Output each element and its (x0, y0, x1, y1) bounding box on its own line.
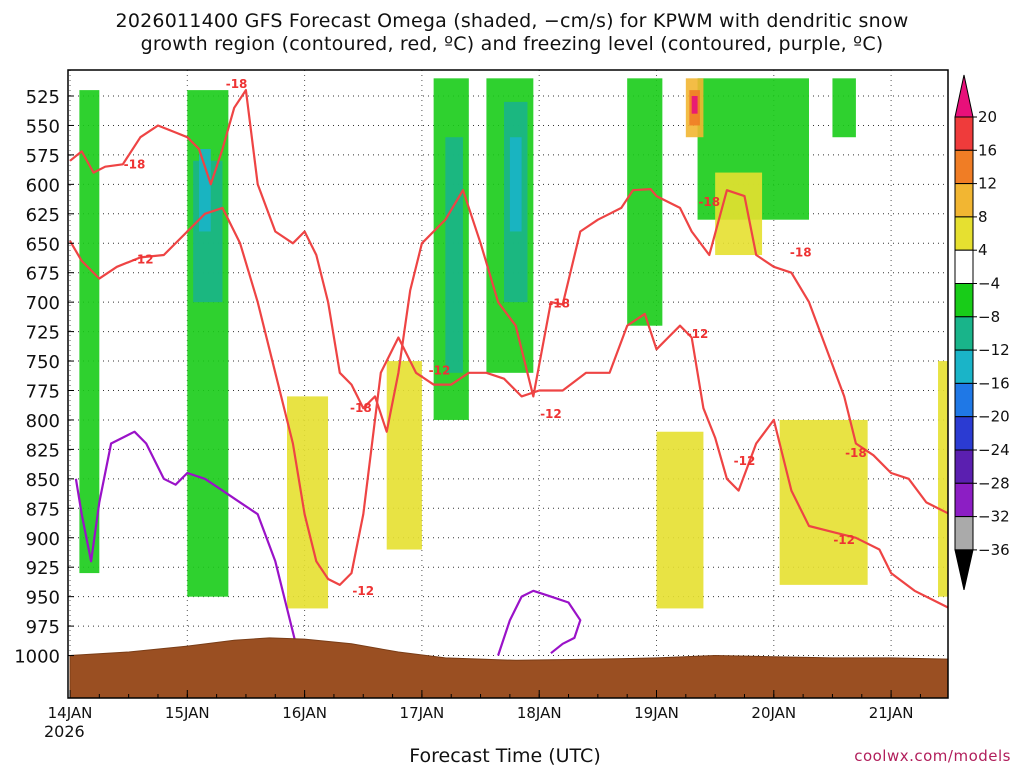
colorbar-swatch-1 (954, 116, 974, 151)
colorbar-swatch-3 (954, 183, 974, 218)
contour-label-6: -18 (548, 296, 570, 310)
terrain-surface (69, 637, 948, 698)
y-tick-label: 675 (26, 264, 60, 285)
y-tick-label: 925 (26, 558, 60, 579)
y-tick-label: 850 (26, 470, 60, 491)
plot-frame (67, 69, 949, 699)
y-tick-label: 550 (26, 116, 60, 137)
x-tick-label: 17JAN (400, 704, 445, 722)
x-tick-label: 14JAN (48, 704, 93, 722)
colorbar-swatch-5 (954, 249, 974, 284)
omega-region-12 (287, 396, 329, 609)
omega-region-3 (199, 149, 211, 232)
contour-label-11: -12 (734, 454, 756, 468)
omega-region-9 (627, 78, 663, 326)
y-tick-label: 725 (26, 323, 60, 344)
contour-label-1: -18 (124, 157, 146, 171)
contour-label-8: -18 (698, 195, 720, 209)
contour-series-1 (69, 88, 948, 515)
contour-series-3 (497, 589, 582, 656)
y-tick-label: 900 (26, 529, 60, 550)
contour-label-13: -12 (833, 533, 855, 547)
contour-label-2: -12 (132, 253, 154, 267)
contour-label-5: -12 (429, 363, 451, 377)
contour-series-0 (69, 206, 948, 609)
colorbar-label-13: −36 (978, 541, 1010, 559)
omega-region-15 (779, 419, 868, 585)
x-axis-year: 2026 (44, 722, 85, 741)
x-tick-label: 20JAN (751, 704, 796, 722)
colorbar-swatch-2 (954, 149, 974, 185)
colorbar-label-11: −28 (978, 474, 1010, 492)
y-tick-label: 825 (26, 440, 60, 461)
x-tick-label: 21JAN (869, 704, 914, 722)
colorbar-label-10: −24 (978, 441, 1010, 459)
colorbar-swatch-12 (954, 482, 974, 518)
omega-region-11 (832, 78, 856, 138)
colorbar-swatch-4 (954, 216, 974, 251)
y-tick-label: 800 (26, 411, 60, 432)
contour-label-4: -12 (352, 584, 374, 598)
contour-label-0: -18 (226, 77, 248, 91)
colorbar-label-7: −12 (978, 341, 1010, 359)
x-tick-label: 16JAN (282, 704, 327, 722)
colorbar-swatch-10 (954, 416, 974, 451)
colorbar-top-arrow (954, 74, 974, 118)
colorbar-swatch-13 (954, 516, 974, 551)
colorbar-swatch-11 (954, 449, 974, 484)
colorbar-label-6: −8 (978, 308, 1000, 326)
y-tick-label: 950 (26, 588, 60, 609)
contour-label-9: -12 (687, 327, 709, 341)
colorbar-label-5: −4 (978, 275, 1000, 293)
omega-region-13 (386, 361, 422, 550)
colorbar-swatch-7 (954, 316, 974, 351)
contour-series-2 (74, 430, 300, 656)
colorbar-label-12: −32 (978, 508, 1010, 526)
omega-region-16 (715, 172, 763, 256)
y-tick-label: 775 (26, 382, 60, 403)
colorbar-label-1: 16 (978, 141, 997, 159)
omega-region-8 (509, 137, 522, 232)
y-tick-label: 575 (26, 146, 60, 167)
y-tick-label: 1000 (14, 647, 60, 668)
credit-link[interactable]: coolwx.com/models (854, 747, 1011, 765)
y-tick-label: 750 (26, 352, 60, 373)
chart-title-line2: growth region (contoured, red, ºC) and f… (140, 33, 884, 55)
colorbar-bottom-arrow (954, 549, 974, 591)
y-tick-label: 525 (26, 87, 60, 108)
omega-region-20 (691, 96, 698, 114)
y-tick-label: 975 (26, 617, 60, 638)
contour-label-10: -18 (790, 246, 812, 260)
colorbar-label-2: 12 (978, 175, 997, 193)
y-tick-label: 600 (26, 175, 60, 196)
y-tick-label: 650 (26, 234, 60, 255)
colorbar-swatch-6 (954, 283, 974, 318)
omega-region-17 (938, 361, 948, 597)
colorbar-swatch-8 (954, 349, 974, 384)
x-tick-label: 19JAN (634, 704, 679, 722)
x-tick-label: 15JAN (165, 704, 210, 722)
colorbar-label-8: −16 (978, 374, 1010, 392)
colorbar-label-4: 4 (978, 241, 988, 259)
omega-region-5 (445, 137, 463, 373)
omega-region-14 (656, 431, 704, 609)
x-tick-label: 18JAN (517, 704, 562, 722)
colorbar-label-0: 20 (978, 108, 997, 126)
contour-label-3: -18 (350, 401, 372, 415)
y-tick-label: 875 (26, 499, 60, 520)
colorbar-label-9: −20 (978, 408, 1010, 426)
colorbar-label-3: 8 (978, 208, 988, 226)
contour-label-12: -18 (845, 446, 867, 460)
y-tick-label: 625 (26, 205, 60, 226)
chart-title-line1: 2026011400 GFS Forecast Omega (shaded, −… (115, 10, 909, 32)
y-tick-label: 700 (26, 293, 60, 314)
x-axis-label: Forecast Time (UTC) (409, 745, 601, 767)
colorbar-swatch-9 (954, 382, 974, 418)
contour-label-7: -12 (540, 407, 562, 421)
omega-region-0 (79, 90, 100, 574)
